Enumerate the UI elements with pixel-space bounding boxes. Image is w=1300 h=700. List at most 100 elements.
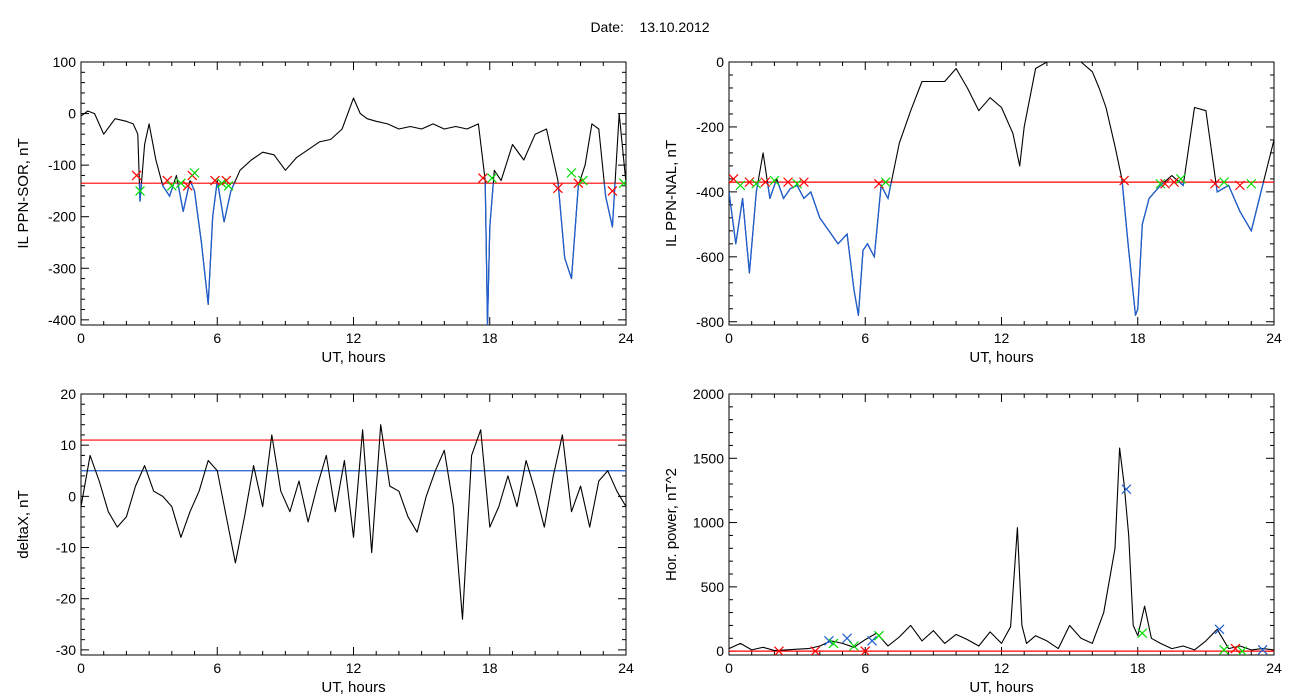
data-point-marker [828, 638, 839, 649]
data-point-marker [1257, 644, 1268, 655]
data-point-marker [1210, 178, 1220, 189]
y-axis-title: IL PPN-SOR, nT [15, 138, 32, 248]
x-tick-label: 0 [77, 660, 85, 676]
data-point-marker [189, 167, 200, 178]
data-point-marker [873, 630, 884, 641]
chart-panel-ppn_nal: 0 6 12 18 24 0 -200 -400 -600 -800 UT, hours IL PPN… [663, 54, 1282, 366]
data-point-marker [1230, 643, 1241, 654]
data-point-marker [1155, 178, 1166, 189]
data-point-marker [216, 178, 227, 189]
data-point-marker [1119, 175, 1130, 186]
data-point-marker [769, 175, 780, 186]
data-point-marker [552, 183, 563, 194]
x-axis-title: UT, hours [969, 349, 1033, 366]
data-point-marker [774, 646, 784, 655]
data-point-marker [135, 185, 145, 196]
x-tick-label: 0 [77, 330, 85, 346]
y-tick-label: 0 [716, 54, 724, 70]
data-point-marker [1235, 180, 1245, 191]
chart-panel-hor_power: 0 6 12 18 24 2000 1500 1000 500 0 UT, hours Hor. po… [663, 386, 1282, 696]
series-below-threshold [729, 182, 1265, 316]
data-point-marker [618, 178, 626, 189]
chart-panel-deltax: 0 6 12 18 24 20 10 0 -10 -20 -30 UT, hours deltaX, n… [15, 386, 634, 696]
data-point-marker [823, 635, 834, 646]
y-tick-label: 2000 [693, 386, 724, 402]
y-tick-label: -30 [56, 642, 76, 658]
y-tick-label: -300 [48, 260, 76, 276]
data-point-marker [792, 178, 803, 189]
date-value: 13.10.2012 [639, 19, 710, 35]
plot-frame [80, 61, 627, 326]
data-point-marker [478, 173, 488, 183]
page-title: Date: 13.10.2012 [0, 19, 1300, 35]
x-tick-label: 0 [725, 330, 733, 346]
data-point-marker [1246, 178, 1257, 189]
y-tick-label: 0 [68, 488, 76, 504]
data-point-marker [1137, 628, 1148, 639]
data-point-marker [1175, 173, 1186, 184]
data-point-marker [1169, 177, 1180, 188]
y-tick-label: 1500 [693, 450, 724, 466]
plot-area [81, 97, 626, 325]
plot-area [729, 62, 1274, 316]
data-point-marker [221, 175, 232, 186]
y-tick-label: -600 [696, 249, 724, 265]
x-tick-label: 12 [346, 330, 362, 346]
data-point-marker [783, 177, 793, 188]
plot-area [729, 447, 1274, 655]
y-tick-label: -400 [696, 184, 724, 200]
chart-panel-ppn_sor: 0 6 12 18 24 100 0 -100 -200 -300 -400 UT, hours IL … [15, 54, 634, 366]
x-tick-label: 6 [861, 660, 869, 676]
y-tick-label: -100 [48, 157, 76, 173]
x-axis-title: UT, hours [969, 679, 1033, 696]
data-point-marker [867, 635, 877, 646]
y-tick-label: 1000 [693, 515, 724, 531]
data-point-marker [760, 177, 771, 188]
y-tick-label: -800 [696, 314, 724, 330]
data-point-marker [166, 180, 177, 191]
x-tick-label: 18 [482, 330, 498, 346]
y-tick-label: -10 [56, 540, 76, 556]
x-tick-label: 12 [346, 660, 362, 676]
x-tick-label: 12 [994, 330, 1010, 346]
x-axis-title: UT, hours [321, 679, 385, 696]
x-tick-label: 24 [618, 660, 634, 676]
x-tick-label: 18 [482, 660, 498, 676]
series-line [729, 62, 1274, 316]
x-tick-label: 24 [1266, 660, 1282, 676]
data-point-marker [810, 646, 821, 655]
data-point-marker [223, 180, 234, 191]
plot-area [81, 424, 626, 620]
data-point-marker [1219, 177, 1229, 188]
series-below-threshold [138, 183, 626, 325]
y-axis-title: Hor. power, nT^2 [663, 468, 680, 581]
x-tick-label: 6 [213, 330, 221, 346]
x-tick-label: 24 [618, 330, 634, 346]
y-tick-label: 10 [60, 437, 76, 453]
data-point-marker [842, 633, 853, 644]
data-point-marker [880, 177, 891, 188]
y-tick-label: 20 [60, 386, 76, 402]
y-tick-label: 100 [53, 54, 77, 70]
plot-frame [728, 393, 1275, 656]
data-point-marker [873, 178, 884, 189]
y-tick-label: 500 [701, 579, 725, 595]
data-point-marker [577, 175, 588, 186]
series-line [729, 447, 1274, 652]
data-point-marker [182, 180, 193, 191]
x-tick-label: 12 [994, 660, 1010, 676]
date-label: Date: [590, 19, 624, 35]
y-tick-label: -200 [696, 119, 724, 135]
data-point-marker [799, 177, 809, 188]
x-tick-label: 18 [1130, 660, 1146, 676]
y-tick-label: -20 [56, 591, 76, 607]
x-tick-label: 6 [861, 330, 869, 346]
y-tick-label: -400 [48, 312, 76, 328]
x-tick-label: 0 [725, 660, 733, 676]
series-line [81, 424, 626, 620]
data-point-marker [487, 173, 497, 183]
x-tick-label: 18 [1130, 330, 1146, 346]
data-point-marker [860, 646, 871, 655]
data-point-marker [573, 178, 584, 189]
